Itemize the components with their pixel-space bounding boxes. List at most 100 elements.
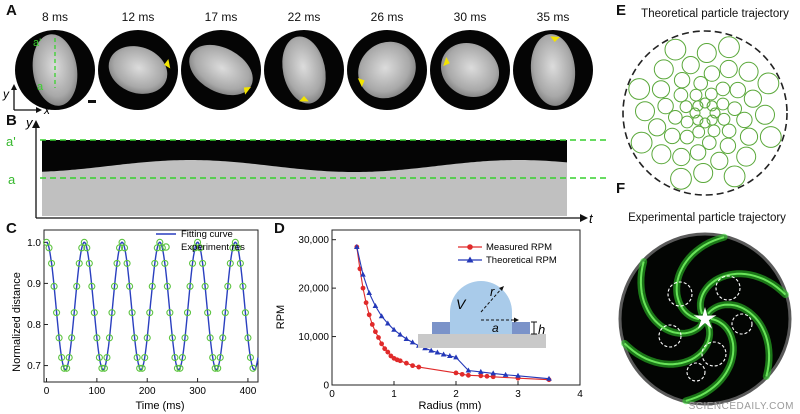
- c-legend: Fitting curve Experiment res: [156, 229, 245, 253]
- chart-d: 0 1 2 3 4 0 10,000 20,000 30,000 Radius (mm) RPM…: [275, 229, 583, 412]
- e-loop: [693, 76, 708, 91]
- frame-time-label: 22 ms: [287, 10, 321, 24]
- c-exp-point: [176, 364, 184, 372]
- panel-label-f: F: [616, 180, 626, 197]
- c-legend-exp: Experiment res: [181, 242, 245, 253]
- d-theoretical-point: [453, 354, 459, 360]
- d-measured-point: [360, 285, 366, 291]
- d-measured-point: [379, 341, 384, 347]
- c-exp-point: [148, 282, 156, 290]
- c-ytick-label: 0.8: [27, 320, 41, 331]
- c-exp-point: [110, 282, 119, 290]
- d-legend-theoretical: Theoretical RPM: [486, 255, 557, 266]
- c-exp-point: [108, 309, 116, 317]
- c-plot-frame: [43, 229, 259, 383]
- d-measured-point: [416, 364, 422, 370]
- e-loop: [689, 88, 703, 102]
- e-loop: [630, 131, 653, 154]
- d-legend-measured-marker: [467, 244, 473, 250]
- frame-image: [98, 30, 178, 110]
- d-inset-schematic: V r a h: [418, 281, 546, 348]
- c-exp-point: [95, 353, 103, 362]
- c-exp-point: [146, 309, 154, 317]
- c-fit-curve: [46, 241, 259, 371]
- frame-time-label: 8 ms: [41, 10, 68, 24]
- c-exp-point: [239, 282, 247, 290]
- panel-a-axes: y x: [2, 84, 96, 117]
- c-exp-point: [53, 309, 61, 317]
- c-exp-point: [163, 282, 171, 290]
- c-exp-point: [48, 259, 56, 267]
- c-exp-point: [90, 309, 98, 317]
- c-exp-point: [204, 309, 212, 317]
- c-exp-point: [113, 259, 121, 267]
- frame-image: a' a: [15, 30, 95, 110]
- c-xlabel: Time (ms): [135, 400, 184, 412]
- d-ytick-label: 30,000: [298, 235, 329, 246]
- d-xtick-label: 4: [577, 389, 583, 400]
- d-theoretical-point: [434, 349, 441, 355]
- e-loop: [715, 81, 731, 97]
- panel-label-b: B: [6, 112, 17, 129]
- e-title: Theoretical particle trajectory: [641, 8, 789, 20]
- c-exp-point: [244, 334, 252, 342]
- c-exp-point: [236, 259, 244, 267]
- c-exp-point: [103, 353, 111, 362]
- f-dashed-loop: [701, 341, 727, 367]
- c-exp-point: [73, 282, 81, 290]
- e-loop: [718, 36, 740, 59]
- e-loop: [707, 124, 721, 138]
- d-legend-theoretical-marker: [466, 256, 474, 263]
- c-exp-point: [191, 244, 199, 252]
- d-xlabel: Radius (mm): [419, 400, 482, 412]
- yellow-arrow-icon: [243, 86, 251, 95]
- c-xtick-label: 300: [189, 386, 206, 397]
- b-axis-t-label: t: [589, 211, 594, 225]
- d-measured-point: [382, 346, 388, 352]
- c-exp-point: [196, 244, 204, 252]
- e-loop: [673, 72, 691, 89]
- c-exp-point: [80, 238, 88, 246]
- c-exp-point: [93, 334, 101, 342]
- c-exp-point: [214, 364, 222, 372]
- d-measured-point: [376, 335, 381, 340]
- scale-bar: [88, 100, 96, 103]
- e-loop: [689, 144, 707, 161]
- c-exp-point: [126, 282, 134, 290]
- e-loop: [664, 38, 687, 61]
- c-exp-point: [131, 334, 139, 342]
- c-exp-point: [115, 244, 124, 252]
- d-measured-point: [478, 373, 484, 379]
- e-loop: [648, 118, 667, 137]
- e-loop: [703, 65, 721, 82]
- e-loop: [716, 97, 730, 111]
- f-arm-core: [707, 303, 771, 377]
- c-exp-point: [42, 238, 51, 246]
- c-exp-point: [118, 238, 126, 246]
- e-loop: [670, 167, 692, 190]
- c-exp-point: [231, 238, 239, 246]
- c-exp-point: [161, 259, 169, 267]
- c-exp-point: [199, 259, 207, 267]
- e-loop: [696, 43, 717, 63]
- d-measured-point: [385, 349, 391, 355]
- d-measured-point: [369, 322, 375, 327]
- e-loop: [729, 81, 747, 99]
- c-xtick-label: 0: [44, 386, 50, 397]
- d-theoretical-point: [354, 243, 360, 249]
- e-loop: [704, 87, 718, 101]
- d-xtick-label: 1: [391, 389, 397, 400]
- e-loop: [692, 125, 706, 139]
- frame-image: [181, 30, 261, 110]
- d-theoretical-point: [391, 326, 397, 332]
- c-exp-point: [123, 259, 131, 267]
- droplet: [282, 36, 326, 104]
- b-label-a-prime: a': [6, 134, 16, 149]
- e-loop: [702, 135, 717, 150]
- c-exp-point: [246, 353, 254, 362]
- c-exp-point: [105, 334, 114, 342]
- e-loop: [736, 111, 753, 129]
- c-exp-point: [55, 334, 63, 342]
- c-exp-point: [166, 309, 174, 317]
- frame-time-label: 30 ms: [453, 10, 487, 24]
